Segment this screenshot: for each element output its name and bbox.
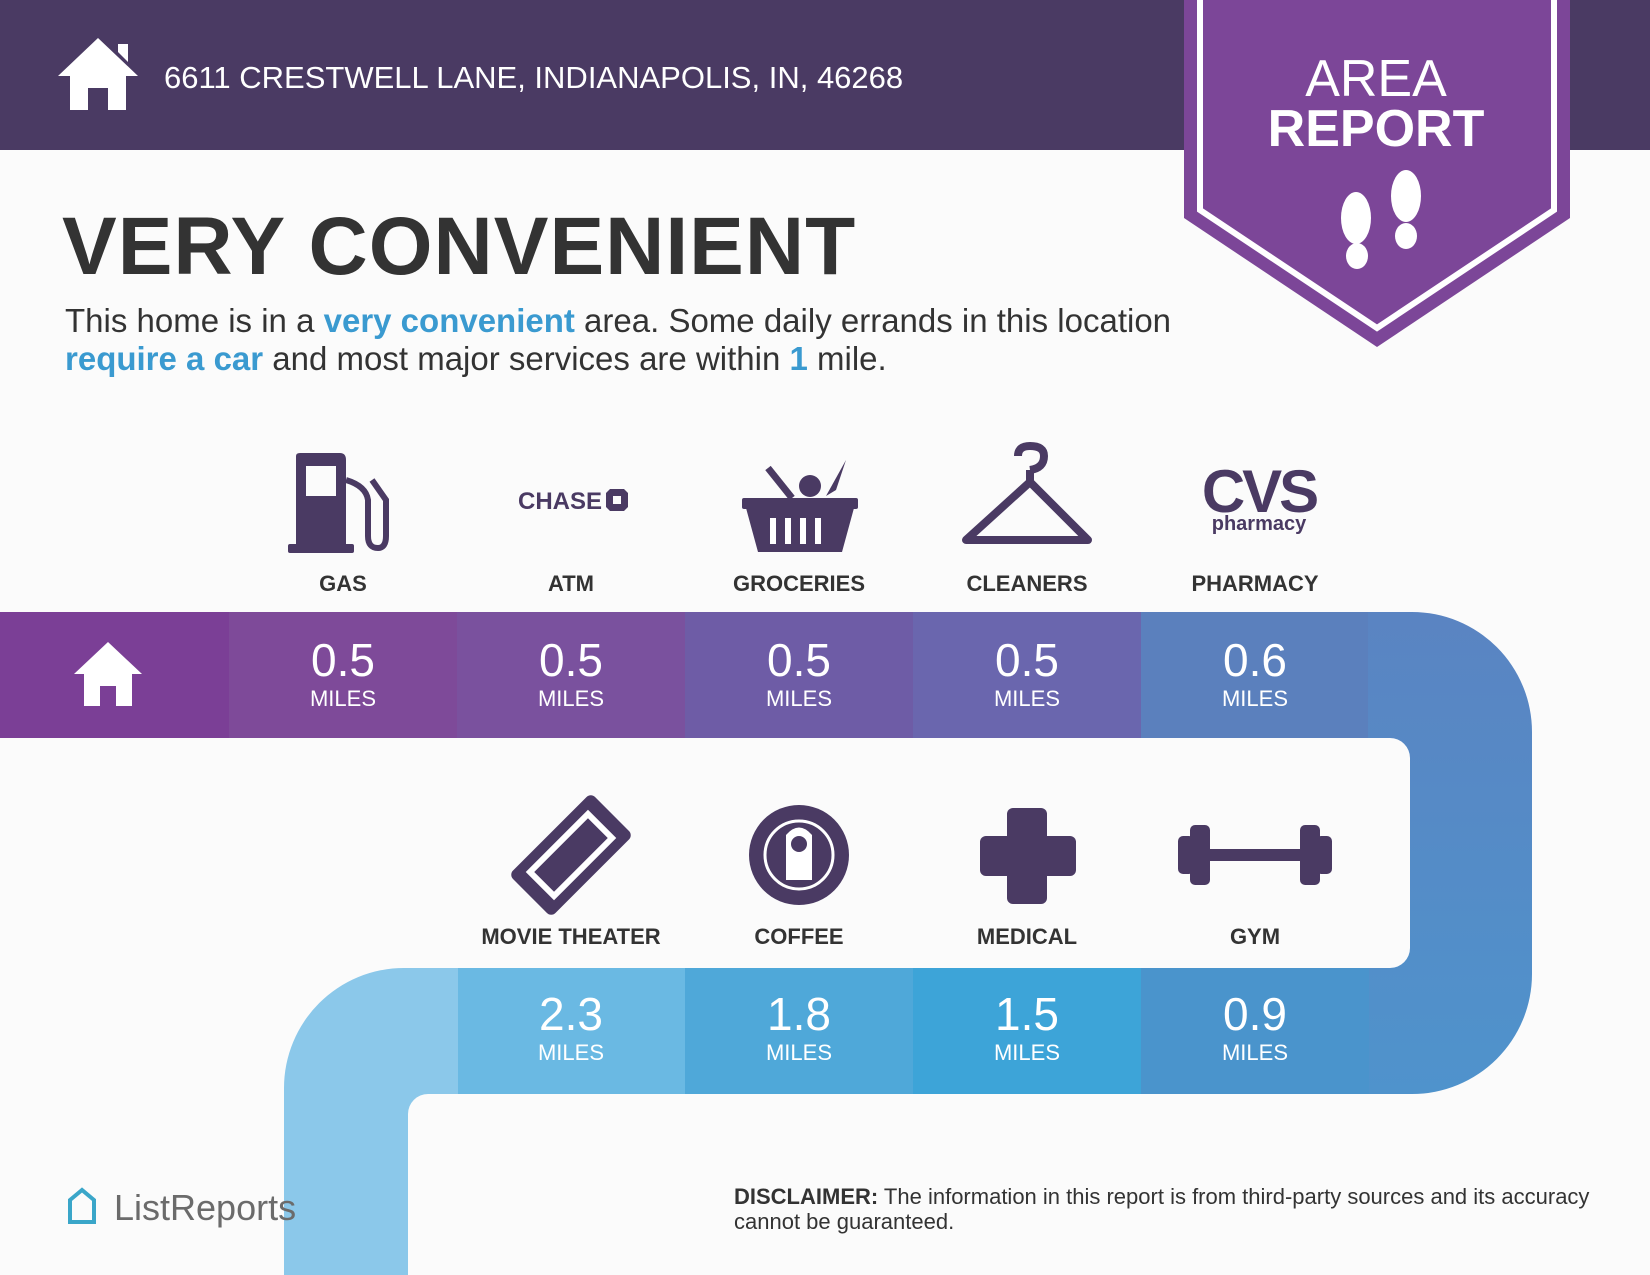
text: and most major services are within xyxy=(263,340,790,377)
distance-unit: MILES xyxy=(994,1040,1060,1065)
service-label: GAS xyxy=(319,571,367,596)
distance-unit: MILES xyxy=(766,686,832,711)
distance: 1.8 xyxy=(767,988,831,1040)
distance: 0.5 xyxy=(995,634,1059,686)
text: This home is in a xyxy=(65,302,324,339)
distance: 0.5 xyxy=(767,634,831,686)
service-label: ATM xyxy=(548,571,594,596)
disclaimer-text: The information in this report is from t… xyxy=(734,1184,1590,1234)
chase-logo: CHASE xyxy=(518,488,602,515)
service-label: MEDICAL xyxy=(977,924,1077,949)
distance: 0.5 xyxy=(311,634,375,686)
address: 6611 CRESTWELL LANE, INDIANAPOLIS, IN, 4… xyxy=(164,60,903,95)
cvs-sub: pharmacy xyxy=(1212,513,1307,535)
badge-line2: REPORT xyxy=(1268,100,1485,158)
cvs-logo: CVS xyxy=(1202,458,1317,525)
badge-border xyxy=(1197,0,1557,332)
distance: 0.5 xyxy=(539,634,603,686)
service-label: MOVIE THEATER xyxy=(481,924,660,949)
disclaimer: DISCLAIMER: The information in this repo… xyxy=(734,1184,1594,1234)
distance-unit: MILES xyxy=(1222,1040,1288,1065)
distance-unit: MILES xyxy=(310,686,376,711)
icons-row2 xyxy=(511,795,1332,915)
distance-unit: MILES xyxy=(538,686,604,711)
distance: 2.3 xyxy=(539,988,603,1040)
distance: 0.6 xyxy=(1223,634,1287,686)
service-label: CLEANERS xyxy=(966,571,1087,596)
badge-line1: AREA xyxy=(1305,50,1447,108)
service-label: PHARMACY xyxy=(1191,571,1318,596)
distance-unit: MILES xyxy=(1222,686,1288,711)
service-label: GROCERIES xyxy=(733,571,865,596)
footprints xyxy=(1341,170,1421,269)
distance: 0.9 xyxy=(1223,988,1287,1040)
description: This home is in a very convenient area. … xyxy=(65,302,1175,378)
distance-unit: MILES xyxy=(766,1040,832,1065)
highlight: 1 xyxy=(789,340,808,377)
service-label: GYM xyxy=(1230,924,1280,949)
highlight: very convenient xyxy=(323,302,575,339)
disclaimer-label: DISCLAIMER: xyxy=(734,1184,879,1209)
text: area. Some daily errands in this locatio… xyxy=(574,302,1172,339)
brand-icon xyxy=(68,1187,96,1224)
icons xyxy=(288,442,1092,553)
home-icon xyxy=(58,38,138,110)
distance-unit: MILES xyxy=(538,1040,604,1065)
highlight: require a car xyxy=(65,340,264,377)
route-band xyxy=(0,612,1532,1275)
brand: ListReports xyxy=(114,1187,296,1228)
text: mile. xyxy=(807,340,887,377)
headline: VERY CONVENIENT xyxy=(62,201,857,292)
distance-unit: MILES xyxy=(994,686,1060,711)
distance: 1.5 xyxy=(995,988,1059,1040)
service-label: COFFEE xyxy=(754,924,843,949)
